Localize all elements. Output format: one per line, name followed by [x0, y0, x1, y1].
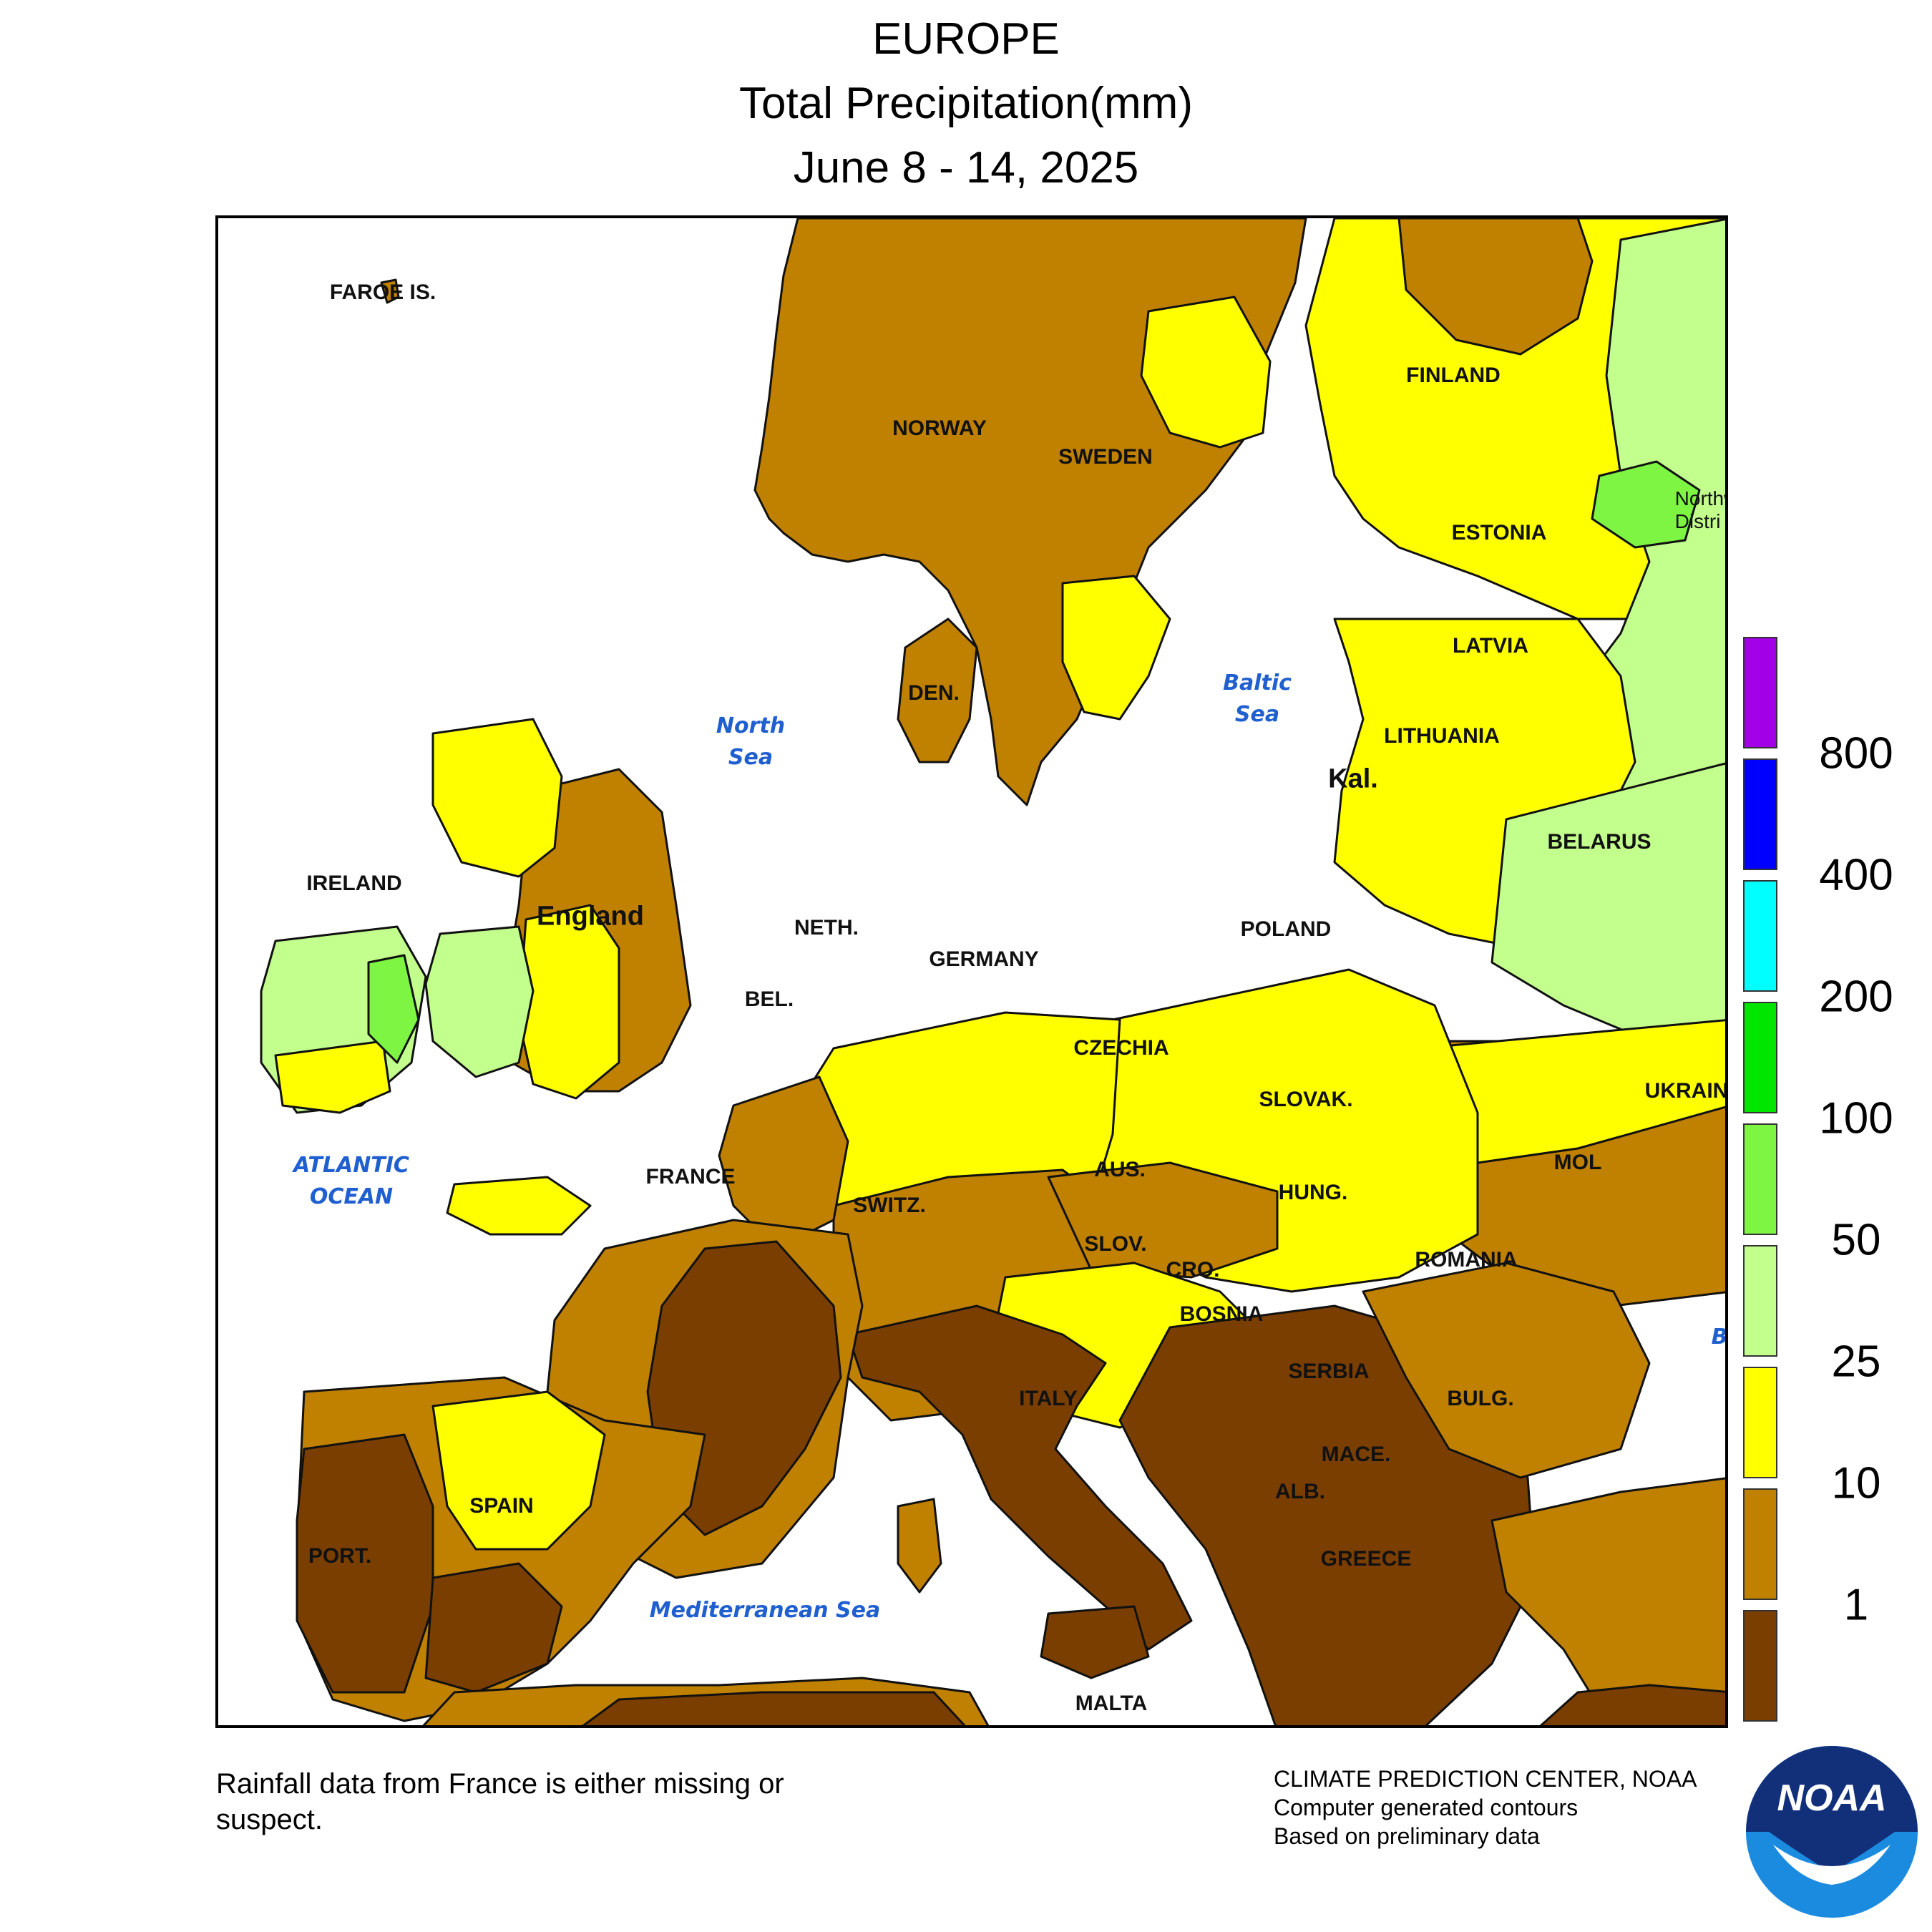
label-north-sea: North Sea: [716, 713, 786, 770]
label-greece: GREECE: [1320, 1547, 1412, 1571]
label-england: England: [537, 901, 644, 932]
denmark: [897, 618, 978, 763]
scotland-yellow: [431, 718, 563, 878]
legend-tick-400: 400: [1819, 850, 1893, 900]
label-slovenia: SLOV.: [1084, 1232, 1147, 1256]
faroe-islands: [380, 278, 400, 304]
label-sweden: SWEDEN: [1058, 445, 1153, 469]
spain-south-darkbrown: [424, 1562, 563, 1694]
label-macedonia: MACE.: [1321, 1443, 1391, 1466]
label-finland: FINLAND: [1406, 364, 1501, 387]
label-austria: AUS.: [1094, 1158, 1146, 1181]
label-belgium: BEL.: [744, 987, 794, 1011]
label-italy: ITALY: [1019, 1387, 1078, 1410]
credit-line-preliminary: Based on preliminary data: [1274, 1823, 1540, 1849]
brittany-yellow: [446, 1176, 592, 1236]
sweden-south-yellow: [1061, 575, 1171, 721]
precipitation-legend: 800 400 200 100 50 25 10 1: [1743, 637, 1929, 1724]
ireland-darkgreen: [367, 954, 420, 1064]
label-faroe: FAROE IS.: [329, 280, 436, 304]
label-france: FRANCE: [645, 1165, 736, 1189]
legend-bin-25-50: [1743, 1245, 1777, 1357]
label-bulgaria: BULG.: [1447, 1387, 1514, 1410]
label-serbia: SERBIA: [1288, 1360, 1370, 1383]
finland-brown-zone: [1397, 218, 1594, 356]
noaa-logo-text: NOAA: [1777, 1777, 1886, 1819]
label-bosnia: BOSNIA: [1179, 1302, 1264, 1326]
legend-bin-100-200: [1743, 1002, 1777, 1113]
label-ukraine: UKRAINE: [1644, 1079, 1728, 1103]
label-germany: GERMANY: [929, 947, 1039, 971]
england-yellow: [517, 904, 620, 1100]
legend-tick-10: 10: [1831, 1458, 1881, 1508]
label-netherlands: NETH.: [794, 916, 859, 940]
portugal-darkbrown: [296, 1433, 434, 1694]
legend-tick-100: 100: [1819, 1093, 1893, 1143]
legend-bin-1-10: [1743, 1488, 1777, 1600]
label-estonia: ESTONIA: [1451, 521, 1547, 545]
label-mediterranean-sea: Mediterranean Sea: [649, 1598, 881, 1623]
legend-tick-800: 800: [1819, 728, 1893, 779]
italy-darkbrown: [847, 1304, 1193, 1651]
romania-brown: [1362, 1262, 1651, 1479]
label-belarus: BELARUS: [1547, 830, 1652, 854]
label-ireland: IRELAND: [306, 872, 402, 895]
credit-line-contours: Computer generated contours: [1274, 1795, 1579, 1820]
legend-bin-above-800: [1743, 637, 1777, 748]
sicily: [1040, 1605, 1150, 1679]
map-region-title: EUROPE: [872, 14, 1060, 64]
label-denmark: DEN.: [908, 681, 960, 705]
label-poland: POLAND: [1240, 917, 1332, 941]
label-switzerland: SWITZ.: [853, 1194, 926, 1217]
label-baltic-sea: Baltic Sea: [1223, 670, 1292, 727]
label-albania: ALB.: [1275, 1480, 1325, 1503]
legend-bin-400-800: [1743, 758, 1777, 870]
label-kaliningrad: Kal.: [1328, 763, 1378, 794]
legend-bin-50-100: [1743, 1123, 1777, 1235]
label-northwest-district: NorthwDistri: [1674, 487, 1725, 532]
map-quantity-title: Total Precipitation(mm): [739, 79, 1193, 128]
spain-yellow: [431, 1390, 606, 1551]
label-spain: SPAIN: [469, 1494, 534, 1518]
label-malta: MALTA: [1075, 1692, 1148, 1715]
precipitation-map: FAROE IS. NORWAY SWEDEN FINLAND ESTONIA …: [215, 215, 1728, 1728]
france-data-note: Rainfall data from France is either miss…: [216, 1768, 784, 1835]
northwest-district-green: [1591, 460, 1701, 549]
balkans-south-brown: [1491, 1477, 1725, 1725]
label-lithuania: LITHUANIA: [1384, 724, 1500, 748]
legend-tick-1: 1: [1843, 1580, 1869, 1630]
label-hungary: HUNG.: [1278, 1181, 1348, 1204]
label-norway: NORWAY: [892, 416, 987, 440]
belarus-green: [1491, 762, 1725, 1043]
credits-block: CLIMATE PREDICTION CENTER, NOAA Computer…: [1274, 1765, 1697, 1850]
map-period-title: June 8 - 14, 2025: [793, 143, 1139, 192]
ireland-yellow: [274, 1040, 391, 1114]
label-portugal: PORT.: [308, 1544, 372, 1568]
label-atlantic-ocean: ATLANTIC OCEAN: [293, 1153, 409, 1209]
legend-bin-below-1: [1743, 1610, 1777, 1722]
legend-bin-200-400: [1743, 880, 1777, 992]
label-moldova: MOL: [1553, 1151, 1602, 1174]
label-czechia: CZECHIA: [1073, 1036, 1169, 1060]
turkey-darkbrown: [1539, 1684, 1725, 1725]
wales-green: [424, 925, 535, 1078]
label-latvia: LATVIA: [1452, 634, 1529, 658]
legend-tick-200: 200: [1819, 972, 1893, 1022]
map-canvas: [260, 218, 1725, 1725]
label-slovakia: SLOVAK.: [1259, 1088, 1353, 1111]
legend-tick-50: 50: [1831, 1215, 1881, 1265]
credit-line-source: CLIMATE PREDICTION CENTER, NOAA: [1274, 1766, 1697, 1792]
label-black-sea-partial: B: [1711, 1324, 1728, 1350]
label-romania: ROMANIA: [1415, 1248, 1518, 1272]
label-croatia: CRO.: [1166, 1258, 1220, 1282]
legend-tick-25: 25: [1831, 1337, 1881, 1387]
legend-bin-10-25: [1743, 1367, 1777, 1478]
north-africa-darkbrown: [582, 1691, 966, 1725]
noaa-logo: NOAA: [1746, 1746, 1918, 1918]
sweden-yellow-zone: [1140, 296, 1272, 449]
sardinia: [897, 1498, 942, 1594]
